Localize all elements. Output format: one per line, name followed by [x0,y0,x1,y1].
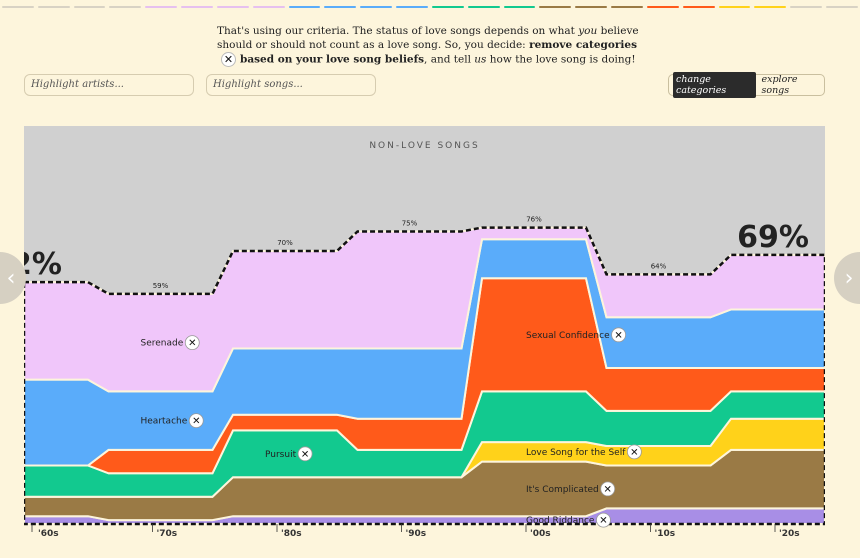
progress-segment [646,6,679,8]
intro-part-4: how the love song is doing! [486,53,636,66]
highlight-songs-input[interactable]: Highlight songs... [206,74,376,96]
progress-segment [682,6,715,8]
close-icon: ✕ [192,416,200,427]
total-label: 69% [737,220,809,255]
progress-segment [826,6,858,8]
intro-text: That's using our criteria. The status of… [217,24,647,67]
non-love-label: NON-LOVE SONGS [369,141,479,151]
category-label: Good Riddance [526,516,595,526]
progress-segment [181,6,213,8]
mode-toggle[interactable]: change categories explore songs [668,72,825,98]
intro-bold-beliefs: based on your love song beliefs [240,53,425,66]
total-label: 76% [526,216,542,224]
x-tick-label: '10s [655,529,676,539]
intro-part-3: , and tell [424,53,475,66]
remove-category-button[interactable] [188,413,204,429]
remove-category-button[interactable] [626,444,642,460]
remove-category-button[interactable] [184,335,200,351]
intro-part-2: believe should or should not count as a … [217,25,639,51]
progress-bar [0,6,860,8]
next-button[interactable]: › [834,252,860,304]
progress-segment [718,6,751,8]
total-label: 62% [24,247,62,282]
remove-category-button[interactable] [297,446,313,462]
x-tick-label: '70s [157,529,178,539]
progress-segment [396,6,428,8]
progress-segment [431,6,464,8]
progress-segment [503,6,536,8]
progress-segment [360,6,393,8]
chevron-left-icon: ‹ [6,265,16,291]
category-label: Heartache [141,417,188,427]
close-icon: ✕ [604,484,612,495]
progress-segment [324,6,357,8]
close-icon: ✕ [301,449,309,460]
progress-segment [539,6,572,8]
progress-segment [611,6,643,8]
category-label: Love Song for the Self [526,448,626,458]
progress-segment [145,6,178,8]
x-tick-label: '90s [406,529,427,539]
progress-segment [216,6,249,8]
intro-us: us [474,53,487,66]
love-song-area-chart: NON-LOVE SONGS 62% 59% 70% 75% 76% 64% 69% '60s '… [24,126,825,540]
category-label: Sexual Confidence [526,331,610,341]
total-label: 64% [651,262,667,270]
progress-segment [252,6,285,8]
progress-segment [73,6,106,8]
change-categories-button[interactable]: change categories [673,72,757,98]
progress-segment [467,6,500,8]
axis-strip [24,524,825,540]
progress-segment [2,6,34,8]
remove-category-button[interactable] [600,481,616,497]
explore-songs-button[interactable]: explore songs [761,74,798,96]
love-total-outline [24,226,825,526]
remove-category-button[interactable] [611,327,627,343]
total-label: 75% [402,219,418,227]
close-icon: ✕ [221,52,236,67]
total-label: 70% [277,239,293,247]
intro-part-1: That's using our criteria. The status of… [217,25,579,37]
progress-segment [754,6,787,8]
chevron-right-icon: › [844,265,854,291]
progress-segment [37,6,70,8]
highlight-artists-input[interactable]: Highlight artists... [24,74,194,96]
x-tick-label: '60s [38,529,59,539]
x-tick-label: '00s [530,529,551,539]
progress-segment [790,6,823,8]
total-label: 59% [153,282,169,290]
category-label: Serenade [141,339,184,349]
intro-you: you [578,25,598,37]
intro-bold-remove: remove categories [529,39,638,51]
close-icon: ✕ [614,330,622,341]
close-icon: ✕ [599,516,607,527]
x-tick-label: '80s [281,529,302,539]
x-tick-label: '20s [779,529,800,539]
progress-segment [109,6,142,8]
category-label: It's Complicated [526,485,599,495]
progress-segment [288,6,321,8]
prev-button[interactable]: ‹ [0,252,26,304]
remove-category-button[interactable] [596,512,611,528]
progress-segment [575,6,608,8]
close-icon: ✕ [630,447,638,458]
close-icon: ✕ [188,338,196,349]
category-label: Pursuit [265,450,297,460]
